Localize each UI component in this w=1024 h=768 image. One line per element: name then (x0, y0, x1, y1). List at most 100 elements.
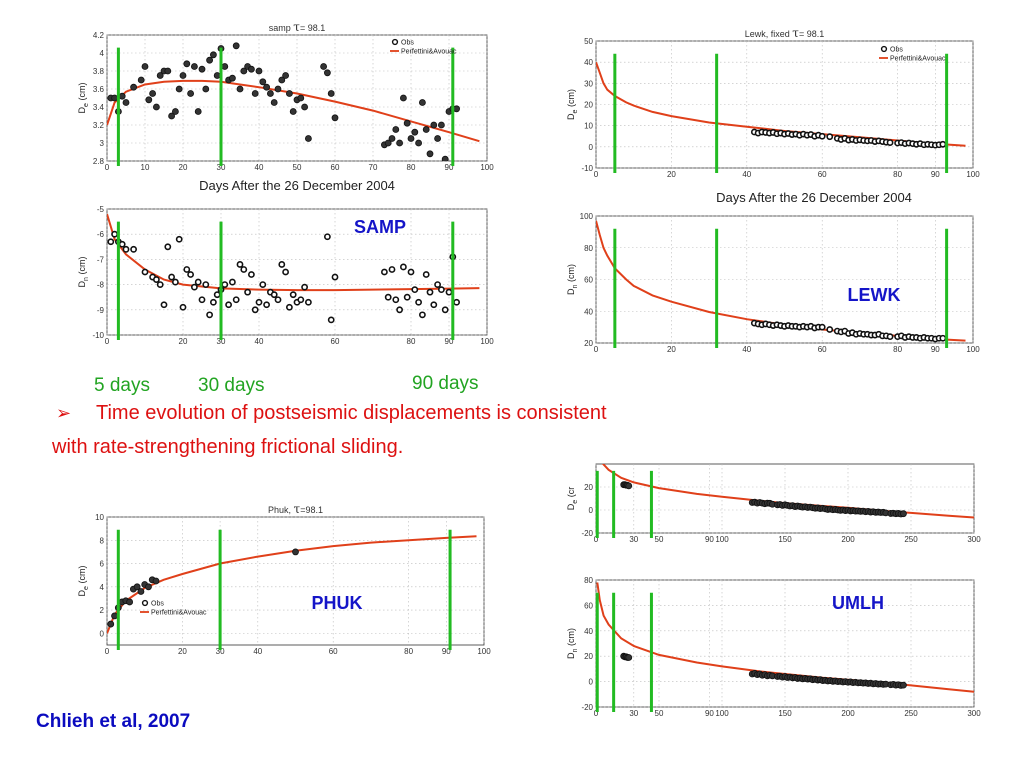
x-tick-label: 40 (742, 345, 751, 354)
x-tick-label: 150 (778, 709, 792, 718)
legend-obs-marker (141, 599, 149, 607)
obs-point (137, 76, 145, 84)
x-tick-label: 100 (966, 345, 980, 354)
days-label-90: 90 days (412, 373, 479, 394)
obs-point (194, 278, 202, 286)
y-axis-label: Dn (cm) (566, 264, 579, 295)
y-label-subscript: e (83, 586, 90, 590)
y-label-unit: (cm) (77, 83, 87, 104)
x-tick-label: 20 (667, 170, 676, 179)
obs-point (388, 266, 396, 273)
plot-content (596, 220, 966, 343)
obs-point (625, 654, 633, 661)
obs-point (228, 74, 236, 82)
station-label-phuk: PHUK (311, 593, 362, 613)
x-tick-label: 300 (967, 709, 981, 718)
obs-point (171, 278, 179, 286)
obs-point (285, 90, 293, 97)
y-tick-label: 4.2 (93, 31, 105, 40)
obs-point (434, 281, 441, 288)
y-tick-label: -6 (97, 230, 105, 239)
obs-point (126, 598, 134, 606)
y-tick-label: 6 (100, 560, 105, 569)
obs-point (160, 301, 168, 309)
y-tick-label: 3.6 (93, 85, 105, 94)
station-label-umlh: UMLH (832, 593, 884, 613)
obs-point (263, 301, 270, 309)
obs-point (255, 67, 263, 75)
y-label-main: D (77, 589, 87, 596)
chart-title: samp τ= 98.1 (269, 20, 325, 34)
obs-point (282, 72, 290, 79)
obs-point (426, 150, 434, 158)
obs-point (137, 588, 145, 595)
obs-point (179, 72, 187, 79)
plot-content (596, 582, 974, 693)
obs-point (183, 266, 191, 273)
obs-point (886, 333, 894, 341)
y-tick-label: -10 (581, 164, 593, 173)
x-tick-label: 60 (818, 170, 827, 179)
obs-point (244, 288, 251, 296)
y-tick-label: 3 (100, 139, 105, 148)
x-tick-label: 30 (629, 535, 638, 544)
obs-point (399, 94, 407, 102)
y-tick-label: 80 (584, 576, 593, 585)
obs-point (437, 286, 445, 294)
x-tick-label: 90 (445, 337, 454, 346)
obs-point (426, 288, 434, 296)
obs-point (198, 296, 206, 304)
title-prefix: Lewk, fixed (745, 29, 793, 39)
obs-point (202, 281, 210, 288)
x-tick-label: 250 (904, 709, 918, 718)
x-tick-label: 0 (594, 709, 599, 718)
obs-point (232, 296, 240, 304)
y-label-subscript: n (572, 284, 579, 288)
obs-point (331, 273, 339, 281)
obs-point (403, 119, 411, 127)
title-suffix: = 98.1 (799, 29, 824, 39)
x-tick-label: 90 (931, 345, 940, 354)
y-tick-label: -8 (97, 281, 105, 290)
obs-point (384, 139, 392, 147)
x-tick-label: 90 (705, 709, 714, 718)
obs-point (304, 298, 312, 306)
tau-symbol: τ (792, 26, 799, 40)
legend-model-label: Perfettini&Avouac (401, 49, 457, 56)
y-tick-label: 60 (584, 276, 593, 285)
y-label-subscript: e (83, 103, 90, 107)
y-label-main: D (566, 652, 576, 659)
obs-point (274, 296, 282, 304)
x-tick-label: 100 (715, 709, 729, 718)
obs-point (171, 108, 179, 115)
obs-point (886, 139, 894, 146)
obs-point (292, 548, 299, 556)
obs-point (190, 283, 198, 291)
obs-point (430, 121, 438, 129)
obs-point (164, 243, 172, 251)
y-label-main: D (566, 113, 576, 120)
x-tick-label: 50 (655, 709, 664, 718)
title-suffix: =98.1 (300, 505, 323, 515)
obs-point (152, 577, 160, 585)
x-tick-label: 0 (594, 535, 599, 544)
obs-point (107, 620, 115, 628)
x-tick-label: 60 (818, 345, 827, 354)
station-label-lewk: LEWK (848, 285, 901, 305)
y-tick-label: 0 (589, 678, 594, 687)
x-tick-label: 20 (667, 345, 676, 354)
x-tick-label: 0 (105, 337, 110, 346)
legend-model-label: Perfettini&Avouac (890, 56, 946, 63)
obs-point (206, 56, 214, 64)
obs-point (247, 65, 255, 73)
obs-point (274, 85, 282, 93)
y-tick-label: 4 (100, 49, 105, 58)
x-tick-label: 0 (105, 647, 110, 656)
x-tick-label: 30 (217, 163, 226, 172)
y-tick-label: 20 (584, 101, 593, 110)
obs-point (225, 301, 232, 309)
arrow-bullet-icon: ➢ (56, 403, 71, 424)
plot-content (107, 213, 480, 324)
obs-point (213, 291, 221, 299)
